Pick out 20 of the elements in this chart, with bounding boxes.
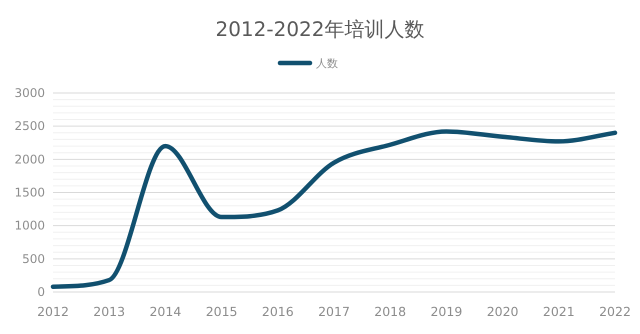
- x-tick-label: 2022: [599, 304, 631, 319]
- y-tick-label: 3000: [14, 86, 45, 100]
- x-tick-label: 2017: [318, 304, 350, 319]
- chart-title: 2012-2022年培训人数: [215, 17, 425, 41]
- y-tick-label: 2500: [14, 119, 45, 134]
- x-tick-label: 2020: [486, 304, 519, 319]
- x-tick-label: 2015: [206, 304, 238, 319]
- y-tick-label: 2000: [14, 152, 45, 166]
- legend-label: 人数: [316, 57, 338, 70]
- y-tick-label: 1500: [14, 186, 45, 200]
- x-tick-label: 2019: [430, 304, 462, 319]
- x-tick-label: 2014: [149, 304, 182, 319]
- x-tick-label: 2018: [374, 304, 406, 319]
- x-tick-label: 2016: [262, 304, 294, 319]
- x-tick-label: 2013: [93, 304, 126, 319]
- y-tick-label: 0: [37, 285, 45, 299]
- x-tick-label: 2021: [542, 304, 575, 319]
- y-tick-label: 1000: [14, 218, 45, 233]
- y-tick-label: 500: [22, 252, 45, 266]
- x-tick-label: 2012: [37, 304, 69, 319]
